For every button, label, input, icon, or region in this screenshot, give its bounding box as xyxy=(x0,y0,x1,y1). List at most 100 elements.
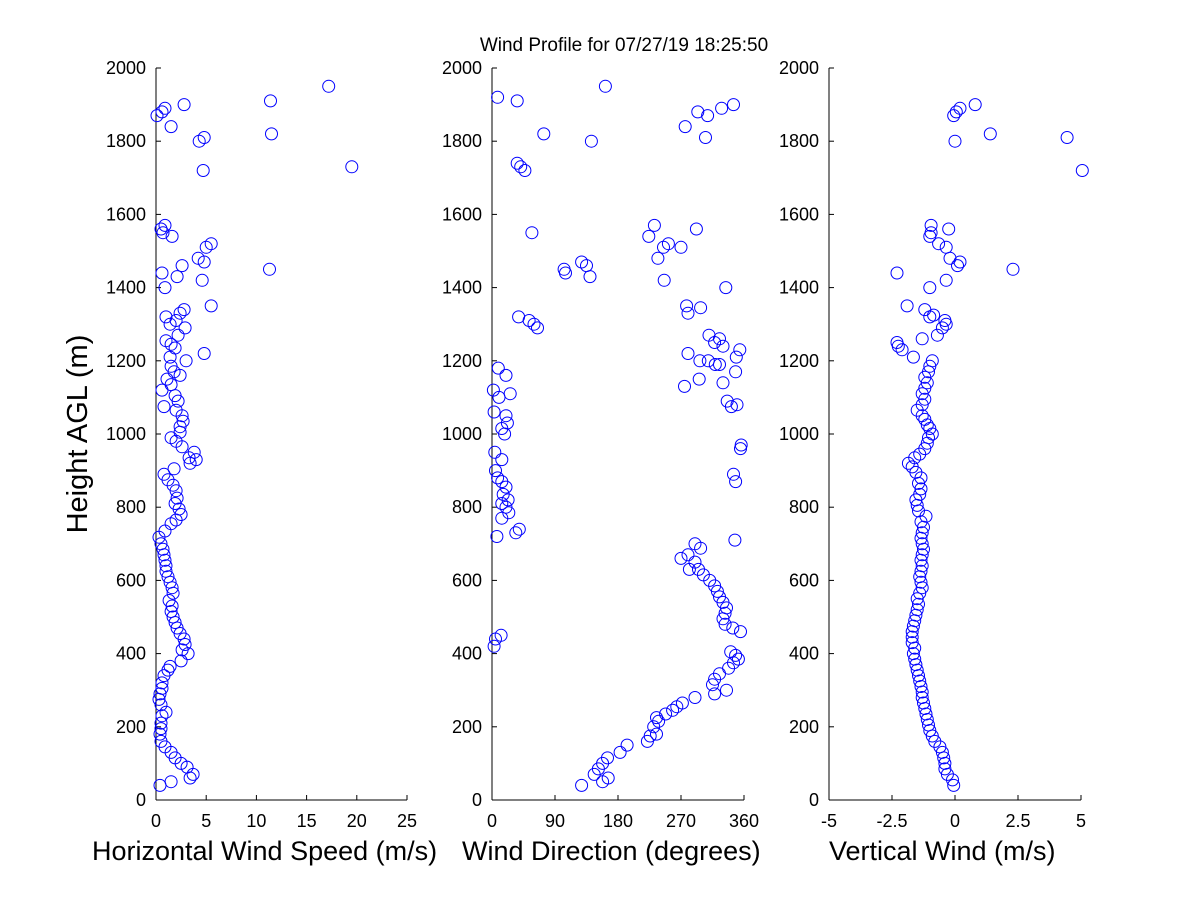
data-point xyxy=(1075,164,1089,177)
data-point xyxy=(968,98,982,112)
data-point xyxy=(499,500,513,514)
data-point xyxy=(910,592,924,606)
data-point xyxy=(692,562,705,576)
data-point xyxy=(166,610,180,624)
data-point xyxy=(489,464,502,478)
data-point xyxy=(726,621,740,635)
data-point xyxy=(490,530,504,543)
data-point xyxy=(159,334,173,348)
data-point xyxy=(153,727,167,741)
horizontal-wind-speed-panel: 0 200 400 600 800 1000 1200 1400 1600 1800 2000 0 5 1… xyxy=(62,58,437,866)
y-tick-label: 1800 xyxy=(106,131,146,151)
data-point xyxy=(650,727,663,741)
data-point xyxy=(724,645,738,659)
data-point xyxy=(601,751,614,765)
data-point xyxy=(890,336,904,349)
data-point xyxy=(487,639,501,653)
data-point xyxy=(155,383,169,397)
data-point xyxy=(525,226,539,240)
data-point xyxy=(678,120,692,134)
data-point xyxy=(925,354,939,368)
y-tick-label: 400 xyxy=(789,644,819,664)
data-point xyxy=(938,762,952,776)
data-point xyxy=(890,266,904,280)
data-point xyxy=(265,127,278,141)
data-point xyxy=(162,594,176,607)
x-tick-label: 5 xyxy=(1076,811,1086,831)
data-point xyxy=(914,482,928,496)
data-point xyxy=(923,359,937,373)
data-point xyxy=(150,109,164,123)
data-point xyxy=(514,160,528,174)
data-point xyxy=(918,303,932,317)
data-point xyxy=(675,696,689,710)
data-point xyxy=(156,542,170,556)
data-point xyxy=(173,306,187,320)
data-point xyxy=(174,508,188,521)
data-point xyxy=(159,559,173,573)
x-tick-label: 90 xyxy=(545,811,565,831)
data-point xyxy=(163,350,177,364)
data-point xyxy=(154,716,168,730)
x-tick-label: 2.5 xyxy=(1005,811,1030,831)
data-point xyxy=(650,711,663,725)
data-point xyxy=(688,537,702,551)
data-point xyxy=(189,453,203,467)
y-tick-label: 1200 xyxy=(779,351,819,371)
data-point xyxy=(495,497,509,510)
data-point xyxy=(647,218,661,232)
data-point xyxy=(681,347,695,360)
data-point xyxy=(1060,131,1074,144)
data-point xyxy=(895,343,909,357)
data-point xyxy=(154,722,168,736)
data-point xyxy=(191,251,205,265)
data-point xyxy=(527,317,541,331)
data-point xyxy=(155,105,169,119)
data-point xyxy=(659,707,673,721)
data-point xyxy=(176,414,190,428)
data-point xyxy=(500,416,514,430)
data-point xyxy=(661,237,675,251)
data-point xyxy=(727,467,740,481)
vertical-wind-panel: 0 200 400 600 800 1000 1200 1400 1600 1800 2000 -5 -… xyxy=(779,58,1089,866)
data-point xyxy=(1006,262,1020,276)
x-axis-label: Horizontal Wind Speed (m/s) xyxy=(92,836,437,866)
data-point xyxy=(154,734,168,748)
data-point xyxy=(905,636,919,650)
data-point xyxy=(186,767,200,781)
x-tick-label: 270 xyxy=(666,811,696,831)
data-point xyxy=(674,240,688,254)
x-tick-label: -2.5 xyxy=(876,811,907,831)
x-tick-label: 0 xyxy=(950,811,960,831)
data-point xyxy=(157,467,171,481)
data-point xyxy=(953,101,967,115)
data-point xyxy=(170,491,184,505)
y-tick-label: 0 xyxy=(136,790,146,810)
x-tick-label: 15 xyxy=(297,811,317,831)
y-tick-label: 1400 xyxy=(442,278,482,298)
data-point xyxy=(908,451,922,465)
data-point xyxy=(692,372,706,386)
y-tick-label: 1800 xyxy=(779,131,819,151)
data-point xyxy=(196,164,210,177)
y-tick-label: 1400 xyxy=(779,278,819,298)
data-point xyxy=(715,101,729,115)
y-tick-label: 1800 xyxy=(442,131,482,151)
data-point xyxy=(531,321,544,335)
data-point xyxy=(917,696,930,710)
data-point xyxy=(674,551,688,565)
data-point xyxy=(681,306,695,320)
data-point xyxy=(948,134,962,148)
data-point xyxy=(927,308,941,322)
data-point xyxy=(947,778,961,792)
data-point xyxy=(716,376,730,390)
data-point xyxy=(913,674,927,688)
y-tick-label: 0 xyxy=(809,790,819,810)
data-point xyxy=(652,714,666,728)
data-point xyxy=(487,405,501,419)
data-point xyxy=(204,237,218,251)
data-point xyxy=(170,270,184,284)
data-point xyxy=(499,409,513,423)
data-point xyxy=(935,321,949,335)
